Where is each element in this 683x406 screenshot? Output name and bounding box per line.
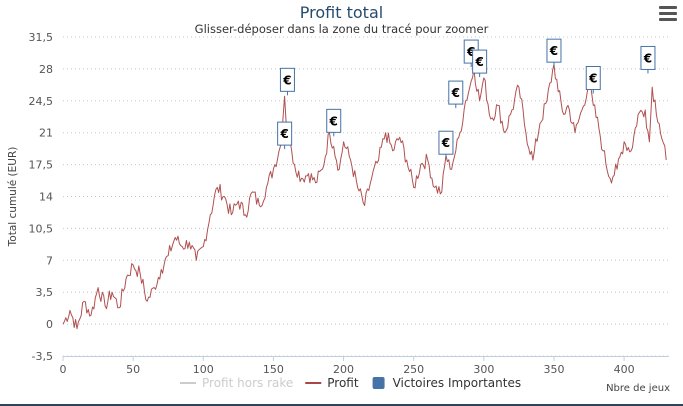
legend-item-label[interactable]: Victoires Importantes <box>393 376 522 390</box>
y-tick-label: 21 <box>39 127 53 140</box>
big-win-marker[interactable] <box>585 66 601 91</box>
y-tick-label: 24,5 <box>29 95 54 108</box>
y-tick-label: 31,5 <box>29 31 54 44</box>
marker-label: € <box>643 51 652 65</box>
legend-item-label[interactable]: Profit <box>327 376 359 390</box>
x-tick-label: 200 <box>333 363 354 376</box>
marker-label: € <box>441 136 450 150</box>
legend-symbol[interactable] <box>372 377 385 389</box>
big-win-marker[interactable] <box>448 80 464 105</box>
marker-label: € <box>466 45 475 59</box>
y-tick-label: 14 <box>39 191 53 204</box>
big-win-marker[interactable] <box>438 130 454 155</box>
y-tick-label: 28 <box>39 63 53 76</box>
marker-label: € <box>549 44 558 58</box>
y-tick-label: 0 <box>46 318 53 331</box>
marker-label: € <box>588 72 597 86</box>
x-tick-label: 350 <box>543 363 564 376</box>
big-win-marker[interactable] <box>640 45 656 70</box>
marker-label: € <box>474 55 483 69</box>
big-win-marker[interactable] <box>326 108 342 133</box>
x-tick-label: 250 <box>403 363 424 376</box>
x-tick-label: 0 <box>60 363 67 376</box>
x-tick-label: 150 <box>263 363 284 376</box>
marker-label: € <box>282 73 291 87</box>
x-tick-label: 300 <box>473 363 494 376</box>
y-axis-title: Total cumulé (EUR) <box>7 147 19 248</box>
big-win-marker[interactable] <box>472 49 488 74</box>
bottom-border <box>0 404 683 406</box>
x-tick-label: 400 <box>614 363 635 376</box>
chart-title: Profit total <box>299 3 384 22</box>
marker-label: € <box>279 127 288 141</box>
y-tick-label: 7 <box>46 254 53 267</box>
chart-subtitle: Glisser-déposer dans la zone du tracé po… <box>194 22 489 36</box>
menu-icon[interactable] <box>659 6 677 22</box>
x-tick-label: 50 <box>126 363 140 376</box>
x-tick-label: 100 <box>193 363 214 376</box>
big-win-marker[interactable] <box>546 38 562 63</box>
legend-item-label[interactable]: Profit hors rake <box>202 376 293 390</box>
big-win-marker[interactable] <box>277 121 293 146</box>
y-tick-label: 3,5 <box>36 286 54 299</box>
profit-series-line[interactable] <box>62 63 667 330</box>
x-axis-title: Nbre de jeux <box>606 383 670 394</box>
big-win-marker[interactable] <box>279 67 295 92</box>
y-tick-label: 17,5 <box>29 159 54 172</box>
marker-label: € <box>451 86 460 100</box>
marker-label: € <box>329 114 338 128</box>
y-tick-label: -3,5 <box>32 350 53 363</box>
y-tick-label: 10,5 <box>29 222 54 235</box>
